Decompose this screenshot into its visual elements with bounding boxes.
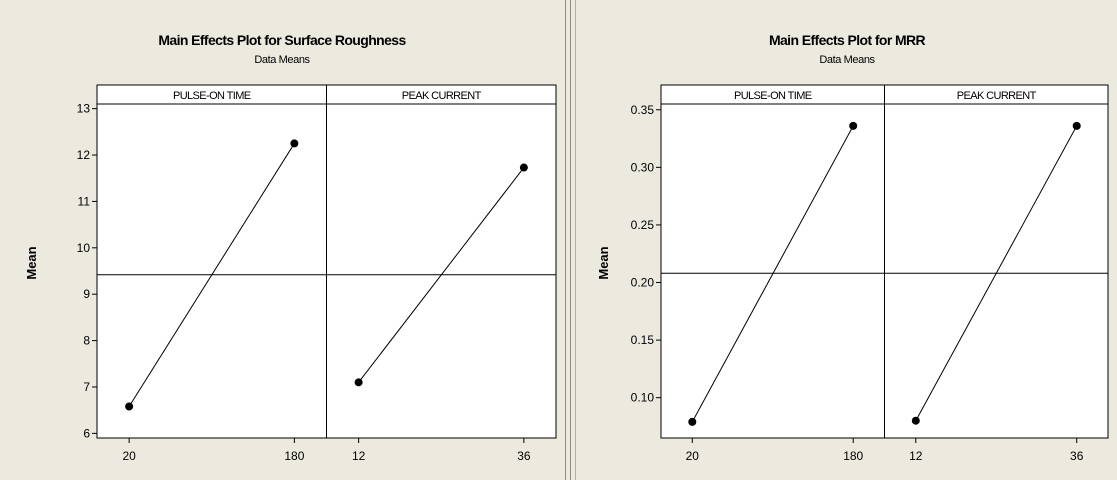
strip-label: PULSE-ON TIME <box>734 90 812 102</box>
y-tick-label: 0.30 <box>631 160 655 174</box>
panel-plot-area <box>326 103 557 439</box>
y-tick-label: 7 <box>83 380 90 394</box>
panel-divider <box>570 0 571 480</box>
y-tick-label: 9 <box>83 287 90 301</box>
chart-title: Main Effects Plot for Surface Roughness <box>158 32 406 48</box>
y-tick-label: 6 <box>83 426 90 440</box>
surface-roughness-chart-svg: Main Effects Plot for Surface Roughness … <box>24 32 557 463</box>
chart-subtitle: Data Means <box>254 54 310 66</box>
y-tick-label: 11 <box>78 194 91 208</box>
series-line <box>128 143 295 407</box>
series-line <box>691 125 854 423</box>
x-tick-label: 180 <box>843 449 863 463</box>
panel-plot-area <box>660 103 885 439</box>
y-tick-label: 8 <box>83 334 90 348</box>
y-tick-label: 13 <box>77 102 91 116</box>
chart-title: Main Effects Plot for MRR <box>769 32 926 48</box>
panel-plot-area <box>96 103 327 439</box>
x-tick-label: 36 <box>1070 449 1084 463</box>
y-tick-label: 0.15 <box>631 333 655 347</box>
data-point <box>1072 121 1081 130</box>
y-tick-label: 10 <box>77 241 91 255</box>
x-tick-label: 12 <box>352 449 366 463</box>
x-tick-label: 20 <box>686 449 700 463</box>
mrr-chart: Main Effects Plot for MRR Data Means Mea… <box>577 0 1117 480</box>
y-tick-label: 12 <box>77 148 91 162</box>
mrr-chart-svg: Main Effects Plot for MRR Data Means Mea… <box>596 32 1109 463</box>
strip-label: PULSE-ON TIME <box>173 90 251 102</box>
strip-header <box>884 84 1109 105</box>
data-point <box>849 121 858 130</box>
panel-divider <box>565 0 566 480</box>
x-tick-label: 20 <box>122 449 136 463</box>
data-point <box>125 402 134 411</box>
y-tick-label: 0.35 <box>631 103 655 117</box>
x-tick-label: 12 <box>909 449 923 463</box>
x-tick-label: 180 <box>284 449 304 463</box>
data-point <box>688 417 697 426</box>
chart-subtitle: Data Means <box>819 54 875 66</box>
y-tick-label: 0.10 <box>631 391 655 405</box>
panel-plot-area <box>884 103 1109 439</box>
x-tick-label: 36 <box>517 449 531 463</box>
data-point <box>354 378 363 387</box>
data-point <box>519 163 528 172</box>
series-line <box>915 125 1078 421</box>
strip-label: PEAK CURRENT <box>957 90 1037 102</box>
y-tick-label: 0.20 <box>631 276 655 290</box>
data-point <box>911 416 920 425</box>
panel-divider <box>575 0 576 480</box>
data-point <box>290 139 299 148</box>
strip-header <box>326 84 557 105</box>
surface-roughness-chart: Main Effects Plot for Surface Roughness … <box>24 32 557 463</box>
y-axis-label: Mean <box>596 246 611 279</box>
strip-label: PEAK CURRENT <box>402 90 482 102</box>
y-axis-label: Mean <box>24 246 39 279</box>
series-line <box>358 167 525 383</box>
y-tick-label: 0.25 <box>631 218 655 232</box>
